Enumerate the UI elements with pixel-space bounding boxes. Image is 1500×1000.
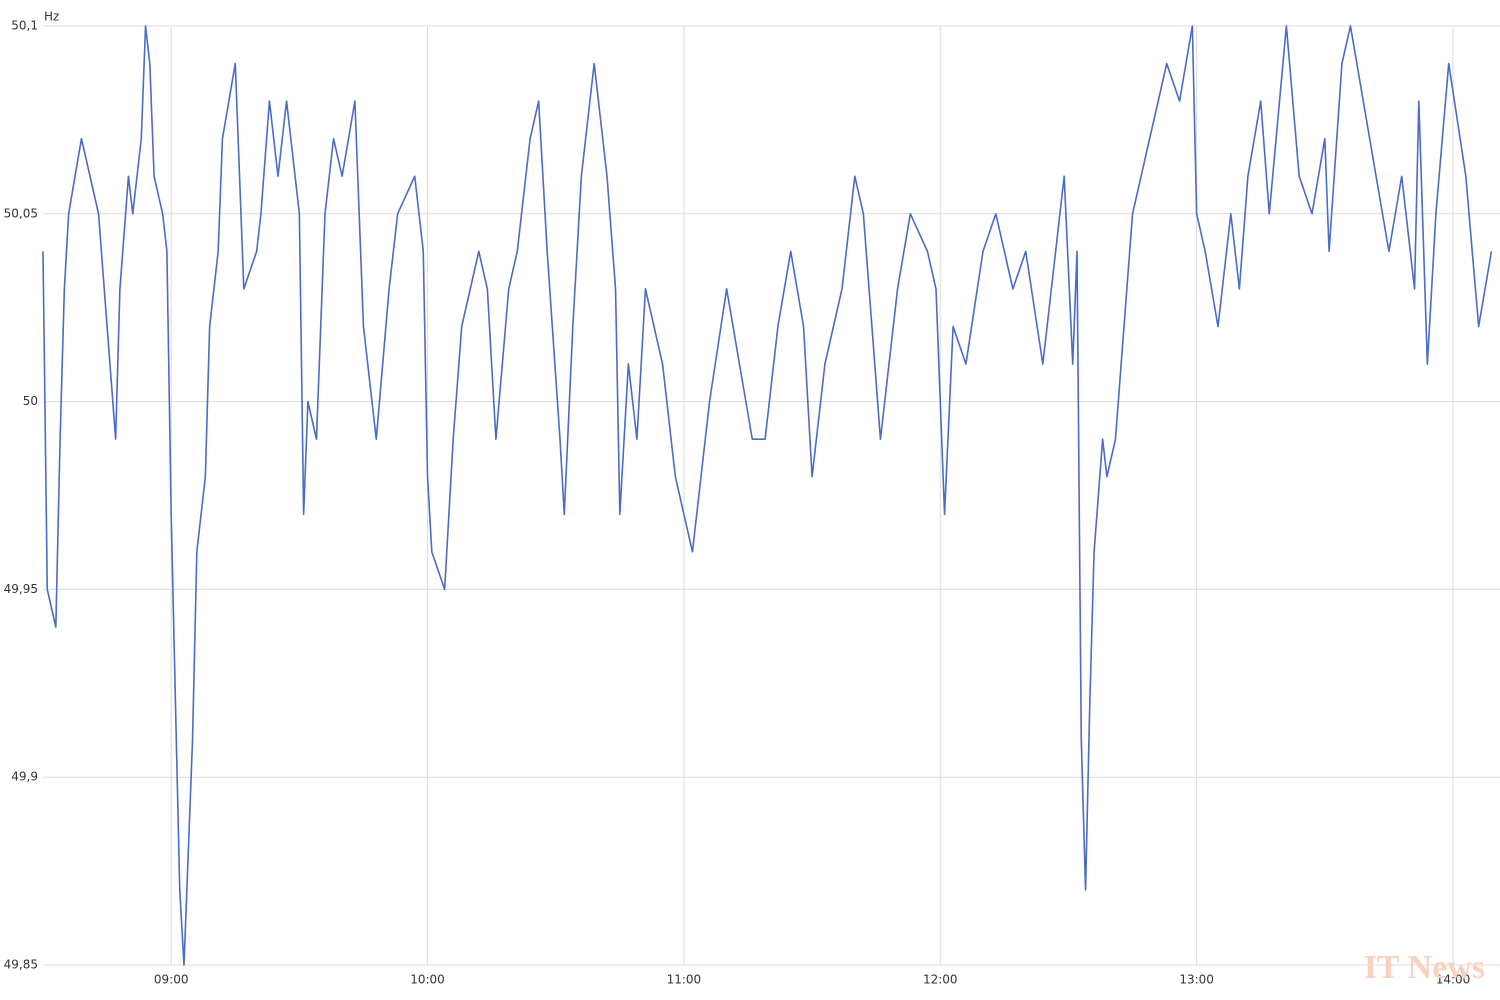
x-tick-label: 10:00	[410, 973, 445, 987]
y-tick-label: 49,85	[4, 958, 38, 972]
x-tick-label: 11:00	[667, 973, 702, 987]
unit-label: Hz	[44, 10, 59, 24]
y-tick-label: 50	[23, 394, 38, 408]
y-tick-label: 49,9	[11, 770, 38, 784]
x-tick-label: 14:00	[1436, 973, 1471, 987]
y-tick-label: 49,95	[4, 582, 38, 596]
x-tick-label: 12:00	[923, 973, 958, 987]
y-tick-label: 50,05	[4, 206, 38, 220]
x-tick-label: 09:00	[154, 973, 189, 987]
y-tick-label: 50,1	[11, 19, 38, 33]
watermark: IT News	[1364, 949, 1485, 986]
x-tick-label: 13:00	[1179, 973, 1214, 987]
data-line	[42, 25, 1493, 966]
